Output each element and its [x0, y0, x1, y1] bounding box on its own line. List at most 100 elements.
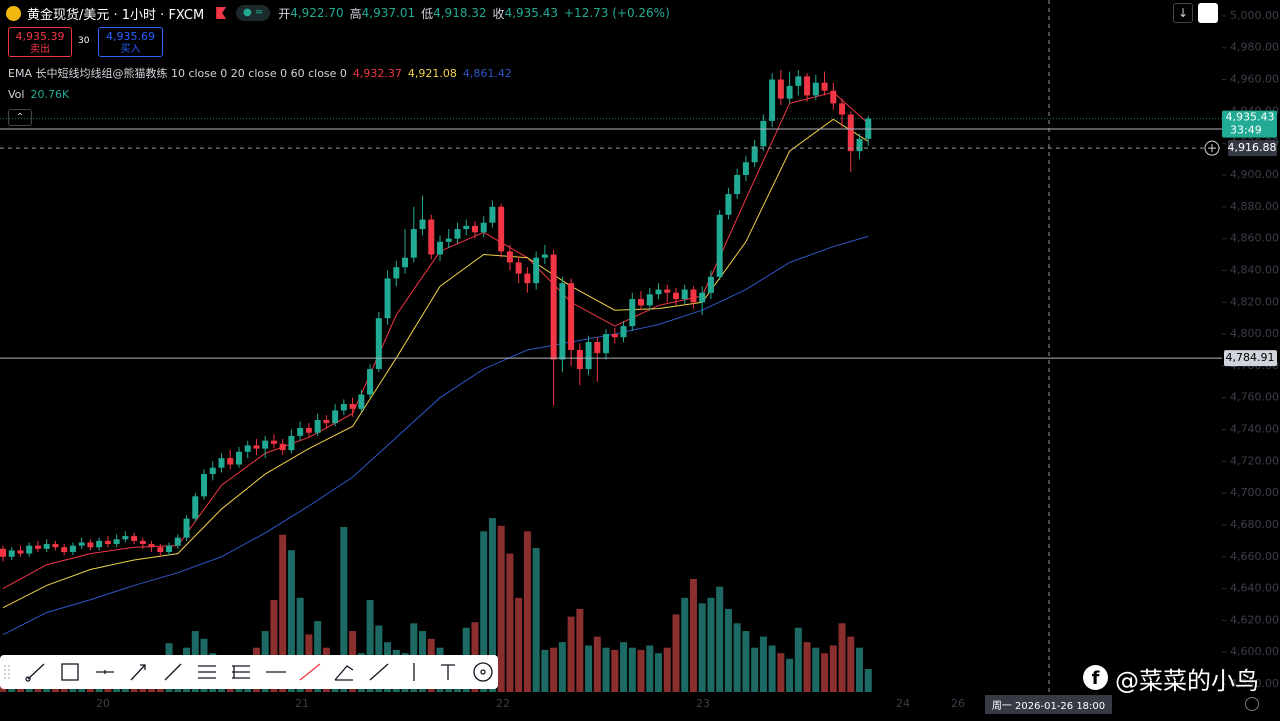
candle-body [297, 427, 304, 436]
volume-bar [689, 578, 697, 692]
volume-bar [541, 649, 549, 692]
flag[interactable] [216, 7, 227, 19]
toolbar-icons [4, 662, 493, 682]
candle-body [471, 225, 478, 233]
candle-body [113, 539, 120, 545]
crosshair-time: 周一 2026-01-26 18:00 [985, 695, 1112, 714]
settings-button[interactable] [1245, 697, 1259, 711]
parallel-tool[interactable] [198, 665, 216, 679]
x-tick-label: 26 [951, 697, 965, 710]
candle-body [847, 114, 854, 152]
drag-handle[interactable] [4, 665, 10, 679]
x-tick-label: 22 [496, 697, 510, 710]
ray-tool[interactable] [164, 663, 182, 681]
buy-button[interactable]: 4,935.69 买入 [98, 27, 163, 57]
candle-body [585, 342, 592, 370]
sell-label: 卖出 [30, 44, 50, 55]
ema-values: 4,932.37 4,921.08 4,861.42 [347, 67, 512, 80]
candle-body [690, 289, 697, 303]
candle-body [192, 496, 199, 519]
volume-bar [287, 550, 295, 692]
fullscreen-button[interactable] [1198, 3, 1218, 23]
info-line-tool[interactable] [369, 663, 389, 681]
horizontal-line-badge [1224, 350, 1277, 367]
ema-value: 4,921.08 [407, 66, 457, 80]
volume-bar [270, 600, 278, 692]
candle-body [681, 289, 688, 300]
hline-tool[interactable] [96, 670, 114, 674]
volume-bar [821, 653, 829, 692]
ema-value: 4,932.37 [352, 66, 402, 80]
ema-line [2, 91, 869, 590]
candle-body [839, 103, 846, 115]
volume-bar [611, 649, 619, 692]
header: 黄金现货/美元 · 1小时 · FXCM ● ≈ 开 4,922.70 高 4,93… [6, 4, 670, 23]
volume-bar [768, 645, 776, 692]
readout-change: +12.73 (+0.26%) [564, 6, 670, 20]
y-tick-label: 4,720.00 [1230, 454, 1279, 467]
candle-body [620, 326, 627, 338]
readout-low-name: 低 [421, 6, 434, 21]
candle-body [61, 547, 68, 553]
candle-body [393, 267, 400, 279]
volume-bar [515, 597, 523, 692]
symbol-title[interactable]: 黄金现货/美元 · 1小时 · FXCM [27, 7, 205, 23]
y-tick-label: 4,600.00 [1230, 645, 1279, 658]
volume-bar [698, 603, 706, 692]
candle-body [253, 445, 260, 449]
angle-tool[interactable] [334, 665, 354, 681]
scroll-down-button[interactable]: ↓ [1173, 3, 1193, 23]
candle-body [699, 292, 706, 303]
candle-body [533, 257, 540, 284]
candle-body [43, 544, 50, 549]
candle-body [104, 540, 111, 545]
status-badge[interactable]: ● ≈ [236, 5, 271, 21]
y-tick-label: 4,740.00 [1230, 423, 1279, 436]
readout-open-name: 开 [278, 6, 291, 21]
trend-line-tool[interactable] [25, 663, 45, 682]
candle-body [0, 548, 6, 557]
candle-body [26, 545, 33, 554]
fib-tool[interactable] [232, 665, 250, 679]
drawing-toolbar [0, 655, 498, 689]
collapse-button[interactable]: ⌃ [8, 109, 32, 126]
crosshair-price-badge [1228, 140, 1277, 157]
candle-body [367, 369, 374, 395]
volume-value: 20.76K [30, 87, 70, 101]
sell-button[interactable]: 4,935.39 卖出 [8, 27, 72, 57]
volume-title[interactable]: Vol [8, 87, 25, 101]
volume-bar [812, 647, 820, 692]
indicator-title[interactable]: EMA 长中短线均线组@熊猫教练 10 close 0 20 close 0 6… [8, 67, 347, 80]
volume-bar [488, 518, 496, 692]
volume-bar [681, 597, 689, 692]
candle-body [760, 120, 767, 147]
volume-bar [733, 623, 741, 692]
volume-bar [856, 647, 864, 692]
candle-body [777, 79, 784, 99]
extended-line-tool[interactable] [299, 663, 321, 681]
candle-body [122, 536, 129, 540]
volume-bar [567, 616, 575, 692]
volume-bar [794, 627, 802, 692]
candle-body [568, 283, 575, 350]
candle-body [716, 214, 723, 277]
volume-bar [628, 647, 636, 692]
rectangle-tool[interactable] [61, 663, 79, 681]
volume-bar [576, 608, 584, 692]
volume-bar [864, 668, 872, 692]
volume-bar [742, 631, 750, 692]
candle-body [131, 536, 138, 541]
text-tool[interactable] [441, 664, 455, 680]
more-tool[interactable] [473, 662, 493, 682]
candle-body [830, 90, 837, 104]
sell-price: 4,935.39 [15, 30, 65, 43]
candle-body [262, 440, 269, 449]
candle-body [78, 542, 85, 546]
volume-bar [480, 531, 488, 692]
arrow-tool[interactable] [130, 664, 146, 681]
y-tick-label: 4,800.00 [1230, 327, 1279, 340]
volume-bar [366, 600, 374, 692]
candle-body [672, 292, 679, 300]
candle-body [638, 299, 645, 306]
x-tick-label: 20 [96, 697, 110, 710]
